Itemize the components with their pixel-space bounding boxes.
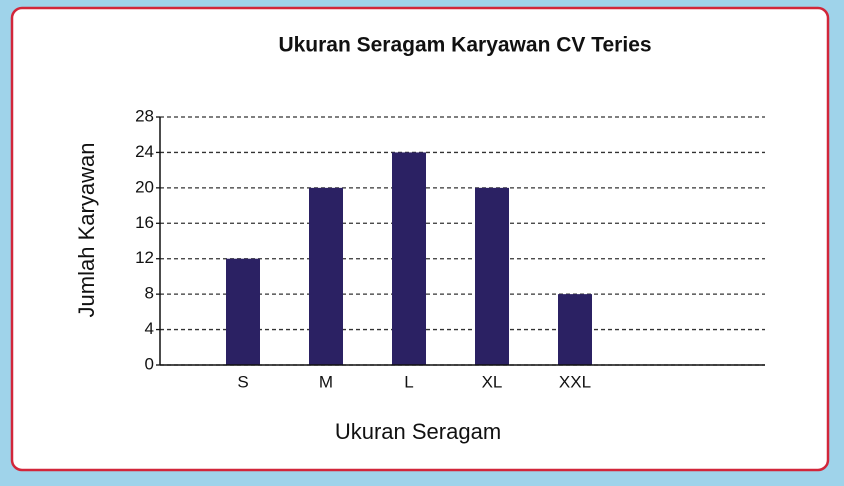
y-tick-label: 20	[135, 177, 154, 196]
y-axis-label: Jumlah Karyawan	[74, 143, 99, 318]
y-tick-label: 8	[145, 284, 154, 303]
x-tick-label: S	[237, 372, 248, 391]
bar	[558, 294, 592, 365]
bar	[226, 258, 260, 365]
bar	[309, 187, 343, 365]
x-tick-label: XL	[482, 372, 503, 391]
y-tick-label: 28	[135, 106, 154, 125]
x-tick-label: M	[319, 372, 333, 391]
bar	[475, 187, 509, 365]
chart-title: Ukuran Seragam Karyawan CV Teries	[278, 34, 651, 57]
y-tick-label: 24	[135, 142, 154, 161]
y-tick-label: 12	[135, 248, 154, 267]
x-axis-label: Ukuran Seragam	[335, 419, 501, 444]
x-tick-label: L	[404, 372, 413, 391]
bar	[392, 152, 426, 365]
y-tick-label: 16	[135, 213, 154, 232]
y-tick-label: 4	[145, 319, 154, 338]
y-tick-label: 0	[145, 354, 154, 373]
x-tick-label: XXL	[559, 372, 591, 391]
